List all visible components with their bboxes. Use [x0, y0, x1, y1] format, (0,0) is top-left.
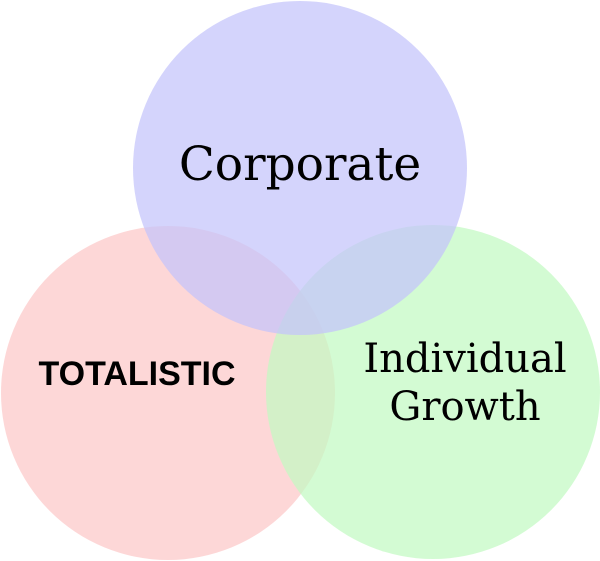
label-growth: Growth — [389, 384, 540, 430]
label-corporate: Corporate — [179, 137, 421, 192]
label-individual: Individual — [363, 336, 566, 382]
circle-top-corporate — [133, 1, 467, 335]
label-totalistic: TOTALISTIC — [38, 355, 235, 393]
